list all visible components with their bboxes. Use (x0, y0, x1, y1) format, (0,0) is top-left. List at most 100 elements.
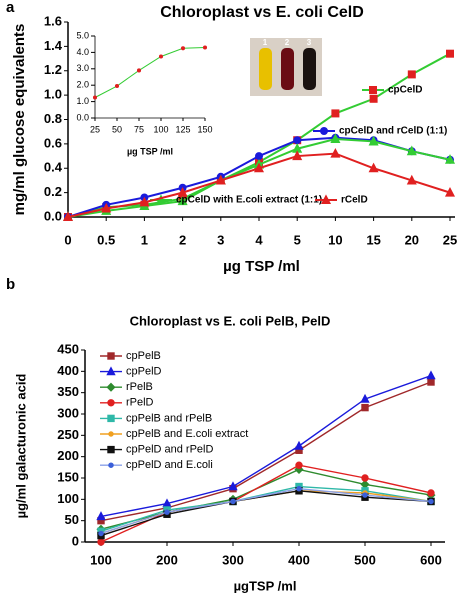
x-tick-label: 20 (405, 232, 419, 247)
y-tick-label: 0.0 (44, 208, 62, 223)
y-tick-label: 1.0 (76, 96, 89, 106)
y-tick-label: 0.8 (44, 111, 62, 126)
x-tick-label: 5 (294, 232, 301, 247)
x-tick-label: 600 (420, 552, 442, 567)
series-line (94, 46, 206, 98)
x-tick-label: 400 (288, 552, 310, 567)
x-tick-label: 125 (175, 124, 190, 134)
photo-label: 3 (307, 38, 312, 47)
y-tick-label: 200 (57, 448, 79, 463)
x-tick-label: 2 (179, 232, 186, 247)
marker (406, 174, 417, 185)
marker (107, 445, 115, 454)
x-tick-label: 25 (443, 232, 457, 247)
marker (292, 150, 303, 161)
marker (368, 162, 379, 173)
chart-title: Chloroplast vs E. coli PelB, PelD (130, 313, 331, 328)
x-tick-label: 50 (112, 124, 122, 134)
series-line (100, 374, 432, 518)
panel-label: a (6, 0, 15, 16)
marker (107, 414, 115, 423)
marker (98, 530, 104, 537)
marker (361, 403, 369, 412)
marker (296, 485, 302, 492)
marker (368, 135, 379, 146)
marker (406, 145, 417, 156)
x-tick-label: 100 (90, 552, 112, 567)
legend-label: rPelB (126, 381, 153, 393)
marker (293, 136, 302, 145)
marker (255, 152, 263, 161)
marker (320, 194, 332, 204)
marker (177, 195, 188, 206)
marker (177, 186, 188, 197)
marker (106, 382, 116, 392)
y-tick-label: 4.0 (76, 47, 89, 57)
chart-title: Chloroplast vs E. coli CelD (160, 4, 364, 21)
marker (228, 481, 238, 491)
x-tick-label: 4 (255, 232, 263, 247)
y-axis-label: mg/ml glucose equivalents (11, 24, 28, 216)
marker (407, 70, 416, 79)
marker (330, 147, 341, 158)
marker (444, 154, 456, 164)
marker (107, 352, 115, 360)
legend-label: cpPelB and E.coli extract (126, 428, 248, 440)
legend-label: cpPelB and rPelB (126, 412, 212, 424)
series-line (100, 381, 432, 522)
x-tick-label: 25 (90, 124, 100, 134)
marker (360, 479, 370, 489)
y-axis-label: µg/ml galacturonic acid (13, 374, 28, 519)
marker (215, 174, 226, 185)
marker (92, 95, 98, 100)
tube (259, 48, 272, 90)
x-tick-label: 3 (217, 232, 224, 247)
y-tick-label: 1.4 (44, 38, 63, 53)
series-line (100, 485, 432, 532)
marker (369, 86, 377, 94)
legend-label: cpCelD and rCelD (1:1) (339, 126, 447, 137)
marker (101, 202, 112, 213)
panel-label: b (6, 276, 15, 293)
x-tick-label: 150 (197, 124, 212, 134)
x-axis-label: µgTSP /ml (234, 578, 297, 593)
y-tick-label: 50 (65, 512, 79, 527)
y-tick-label: 400 (57, 363, 79, 378)
series-line (100, 464, 432, 543)
marker (114, 83, 120, 89)
x-tick-label: 10 (328, 232, 342, 247)
marker (360, 393, 370, 403)
marker (295, 461, 303, 469)
y-tick-label: 100 (57, 491, 79, 506)
legend-label: cpPelD (126, 366, 162, 378)
x-tick-label: 200 (156, 552, 178, 567)
x-tick-label: 500 (354, 552, 376, 567)
x-tick-label: 75 (134, 124, 144, 134)
marker (446, 49, 454, 58)
legend-label: cpCelD with E.coli extract (1:1) (176, 195, 322, 206)
y-tick-label: 150 (57, 469, 79, 484)
marker (97, 538, 105, 546)
marker (428, 498, 434, 505)
x-tick-label: 100 (153, 124, 168, 134)
marker (253, 162, 265, 173)
y-tick-label: 0 (72, 533, 79, 548)
marker (230, 498, 236, 505)
y-tick-label: 0.2 (44, 184, 62, 199)
y-tick-label: 250 (57, 427, 79, 442)
y-tick-label: 1.2 (44, 62, 62, 77)
marker (136, 68, 142, 73)
marker (426, 370, 436, 380)
marker (180, 46, 186, 51)
x-axis-label: µg TSP /ml (127, 146, 173, 156)
y-tick-label: 300 (57, 405, 79, 420)
y-tick-label: 3.0 (76, 63, 89, 73)
legend-label: rPelD (126, 397, 154, 409)
marker (444, 186, 456, 197)
legend-label: rCelD (341, 195, 368, 206)
x-tick-label: 300 (222, 552, 244, 567)
marker (108, 431, 114, 437)
photo-label: 1 (263, 38, 268, 47)
marker (62, 211, 74, 221)
marker (427, 378, 435, 386)
